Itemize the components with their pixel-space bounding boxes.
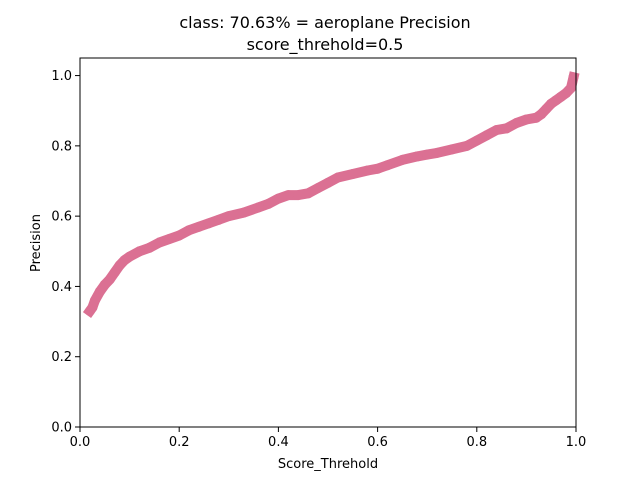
axes-frame [79, 57, 577, 428]
x-tick-label: 0.0 [70, 435, 91, 450]
x-tick-label: 0.2 [169, 435, 190, 450]
data-point [273, 193, 284, 204]
data-point [144, 242, 155, 253]
data-point [323, 177, 333, 188]
data-point [124, 251, 135, 262]
data-point [89, 295, 100, 306]
data-point [238, 207, 249, 218]
data-point [461, 140, 472, 151]
data-point [511, 118, 522, 128]
data-point [412, 151, 423, 162]
data-point [213, 214, 224, 225]
data-point [566, 82, 576, 93]
data-point [293, 190, 304, 201]
data-point [397, 154, 408, 165]
series-line-precision [82, 71, 580, 318]
data-point [194, 221, 204, 232]
data-point [568, 72, 579, 83]
data-point [521, 114, 532, 125]
data-point [372, 163, 383, 174]
y-tick-label: 0.8 [51, 139, 72, 154]
y-tick-label: 0.6 [51, 210, 72, 225]
plot-area: 0.0 0.2 0.4 0.6 0.8 1.0 0.0 0.2 0.4 0.6 0.8 1.0 [51, 57, 587, 450]
data-point [134, 246, 145, 257]
data-point [491, 125, 502, 135]
y-tick-label: 0.0 [51, 421, 72, 436]
data-point [164, 234, 175, 244]
y-axis-label: Precision [29, 214, 44, 272]
data-point [94, 286, 105, 297]
data-point [174, 230, 185, 241]
data-point [481, 130, 492, 141]
data-point [432, 147, 443, 158]
data-point [104, 274, 115, 285]
data-point [204, 218, 214, 229]
data-point [471, 135, 482, 146]
x-tick-label: 1.0 [566, 435, 587, 450]
data-point [447, 144, 457, 155]
data-point [154, 237, 165, 248]
data-point [283, 190, 294, 201]
data-point [501, 123, 512, 134]
data-point [382, 160, 393, 171]
data-point [362, 165, 373, 176]
data-point [253, 202, 264, 213]
data-point [347, 169, 358, 179]
x-axis-label: Score_Threhold [278, 457, 378, 472]
x-tick-label: 0.6 [367, 435, 388, 450]
chart-title-line1: class: 70.63% = aeroplane Precision [179, 13, 470, 32]
y-tick-label: 0.2 [51, 350, 72, 365]
y-tick-label: 0.4 [51, 280, 72, 295]
x-tick-label: 0.4 [268, 435, 289, 450]
chart-title-line2: score_threhold=0.5 [247, 35, 404, 55]
y-tick-label: 1.0 [51, 69, 72, 84]
data-point [223, 211, 234, 222]
data-point [303, 188, 314, 199]
x-tick-label: 0.8 [466, 435, 487, 450]
data-point [109, 267, 120, 278]
data-point [184, 225, 195, 236]
data-point [422, 149, 433, 160]
data-point [332, 172, 343, 183]
data-point [313, 183, 324, 193]
data-point [263, 198, 274, 209]
